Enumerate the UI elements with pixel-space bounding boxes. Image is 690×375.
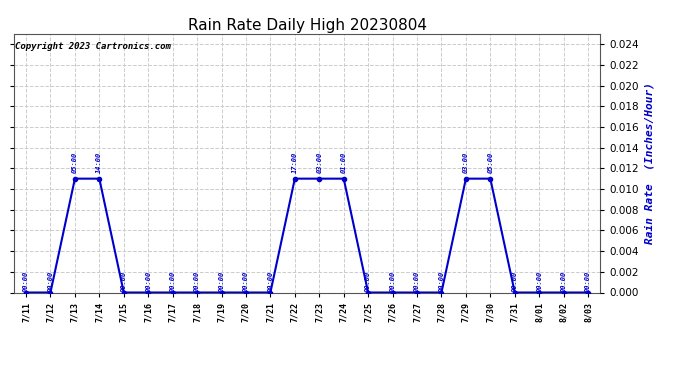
- Text: 00:00: 00:00: [48, 271, 53, 292]
- Text: 00:00: 00:00: [121, 271, 127, 292]
- Title: Rain Rate Daily High 20230804: Rain Rate Daily High 20230804: [188, 18, 426, 33]
- Text: 00:00: 00:00: [512, 271, 518, 292]
- Text: 00:00: 00:00: [268, 271, 273, 292]
- Text: 14:00: 14:00: [97, 152, 102, 173]
- Y-axis label: Rain Rate  (Inches/Hour): Rain Rate (Inches/Hour): [644, 82, 655, 244]
- Text: 00:00: 00:00: [414, 271, 420, 292]
- Text: 00:00: 00:00: [585, 271, 591, 292]
- Text: 01:00: 01:00: [341, 152, 346, 173]
- Text: 00:00: 00:00: [23, 271, 29, 292]
- Text: 00:00: 00:00: [438, 271, 444, 292]
- Text: 05:00: 05:00: [72, 152, 78, 173]
- Text: 00:00: 00:00: [194, 271, 200, 292]
- Text: 05:00: 05:00: [487, 152, 493, 173]
- Text: 17:00: 17:00: [292, 152, 298, 173]
- Text: 00:00: 00:00: [390, 271, 395, 292]
- Text: 00:00: 00:00: [365, 271, 371, 292]
- Text: 03:00: 03:00: [463, 152, 469, 173]
- Text: 00:00: 00:00: [170, 271, 176, 292]
- Text: 00:00: 00:00: [243, 271, 249, 292]
- Text: 03:00: 03:00: [316, 152, 322, 173]
- Text: Copyright 2023 Cartronics.com: Copyright 2023 Cartronics.com: [15, 42, 171, 51]
- Text: 00:00: 00:00: [145, 271, 151, 292]
- Text: 00:00: 00:00: [536, 271, 542, 292]
- Text: 00:00: 00:00: [219, 271, 224, 292]
- Text: 00:00: 00:00: [561, 271, 566, 292]
